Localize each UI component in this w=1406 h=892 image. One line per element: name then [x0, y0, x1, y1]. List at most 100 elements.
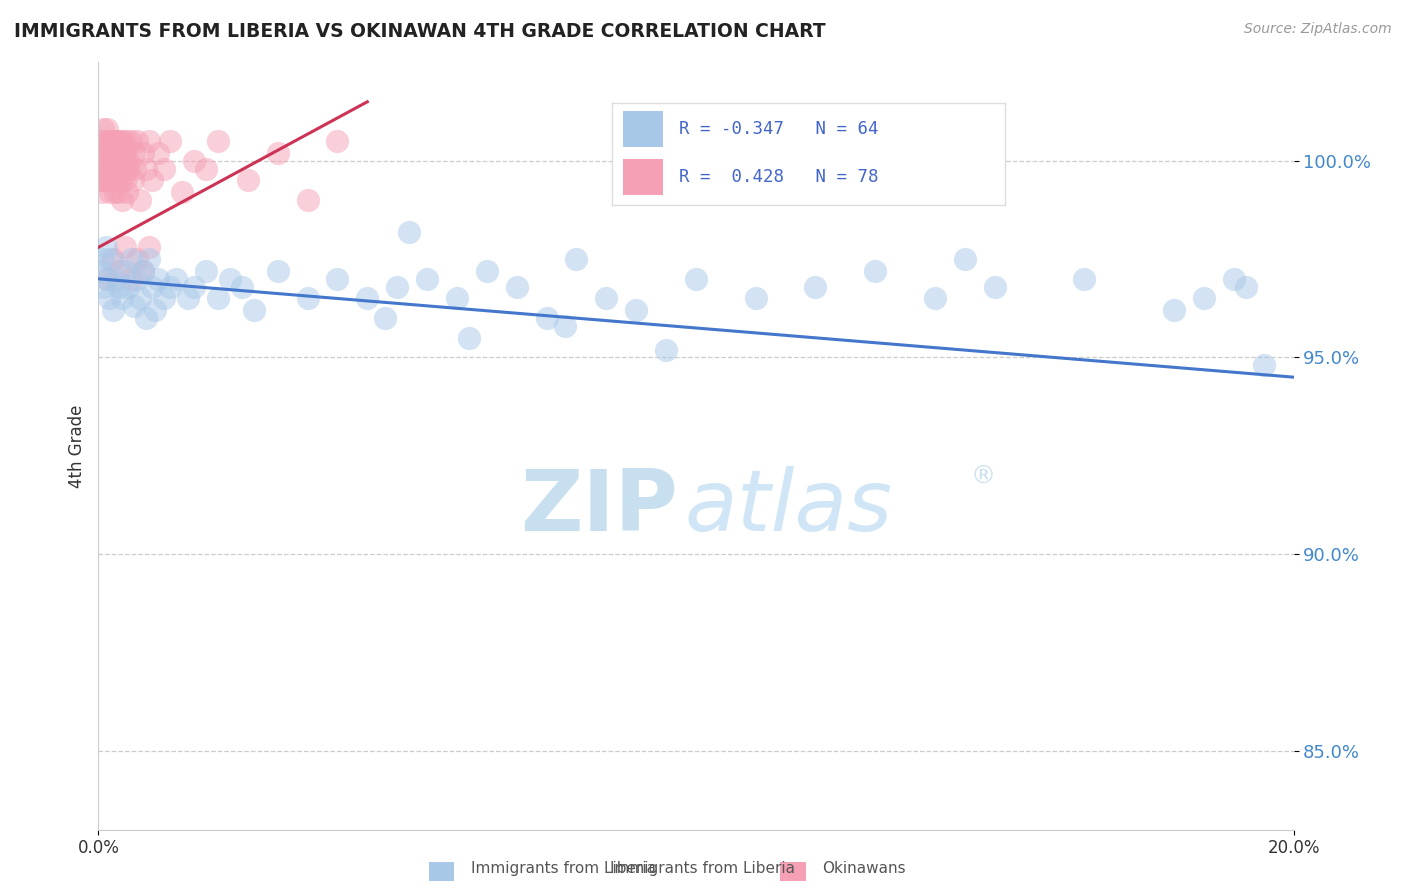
Point	[111, 145, 134, 160]
Point	[118, 161, 141, 176]
Point	[103, 252, 125, 267]
Text: 4th Grade: 4th Grade	[69, 404, 86, 488]
Point	[91, 186, 114, 200]
Point	[326, 272, 349, 286]
Point	[267, 145, 290, 160]
Point	[183, 153, 205, 168]
Point	[132, 264, 155, 278]
Point	[804, 279, 827, 293]
Point	[207, 134, 229, 148]
Point	[153, 161, 176, 176]
Point	[104, 134, 127, 148]
Point	[117, 153, 139, 168]
Point	[153, 292, 176, 306]
Point	[115, 186, 138, 200]
Point	[172, 186, 194, 200]
Point	[98, 292, 121, 306]
Point	[105, 173, 128, 187]
Point	[111, 292, 134, 306]
Point	[953, 252, 976, 267]
Point	[91, 122, 114, 136]
Point	[138, 252, 160, 267]
Point	[103, 134, 125, 148]
Point	[356, 292, 378, 306]
Point	[96, 272, 118, 286]
Point	[122, 173, 145, 187]
Point	[94, 161, 117, 176]
Text: Source: ZipAtlas.com: Source: ZipAtlas.com	[1244, 22, 1392, 37]
Point	[111, 193, 134, 207]
Point	[108, 161, 131, 176]
Point	[159, 279, 181, 293]
Point	[297, 292, 319, 306]
Point	[124, 299, 146, 313]
Point	[219, 272, 242, 286]
Point	[1253, 359, 1275, 373]
Point	[105, 145, 128, 160]
Point	[385, 279, 409, 293]
Point	[107, 186, 129, 200]
Point	[267, 264, 290, 278]
Point	[236, 173, 259, 187]
Point	[132, 145, 155, 160]
Point	[112, 161, 135, 176]
Point	[115, 161, 138, 176]
Point	[96, 272, 118, 286]
Point	[91, 252, 114, 267]
Point	[112, 145, 135, 160]
Point	[148, 145, 170, 160]
Point	[565, 252, 588, 267]
Point	[446, 292, 468, 306]
Point	[97, 145, 120, 160]
Point	[129, 292, 152, 306]
Text: R =  0.428   N = 78: R = 0.428 N = 78	[679, 168, 877, 186]
Point	[554, 318, 576, 333]
Point	[124, 161, 146, 176]
Point	[138, 134, 160, 148]
Point	[107, 134, 129, 148]
Point	[127, 272, 149, 286]
Point	[100, 134, 122, 148]
Point	[107, 161, 129, 176]
Point	[129, 193, 152, 207]
Point	[475, 264, 498, 278]
Point	[114, 264, 136, 278]
Point	[89, 145, 111, 160]
Point	[90, 134, 112, 148]
Point	[374, 311, 396, 326]
Text: ®: ®	[972, 465, 995, 489]
Point	[297, 193, 319, 207]
Point	[536, 311, 558, 326]
Point	[110, 173, 132, 187]
Point	[104, 161, 127, 176]
Point	[135, 161, 157, 176]
Point	[94, 240, 117, 254]
Point	[984, 279, 1007, 293]
Point	[114, 240, 136, 254]
Point	[103, 186, 125, 200]
Point	[243, 303, 266, 318]
Point	[127, 252, 149, 267]
Text: R = -0.347   N = 64: R = -0.347 N = 64	[679, 120, 877, 137]
Point	[231, 279, 253, 293]
Point	[127, 134, 149, 148]
Point	[108, 264, 131, 278]
Point	[120, 134, 142, 148]
Point	[93, 279, 115, 293]
Point	[120, 272, 142, 286]
Point	[110, 134, 132, 148]
Point	[183, 279, 205, 293]
Point	[94, 145, 117, 160]
Point	[114, 153, 136, 168]
Point	[1234, 279, 1257, 293]
Point	[1163, 303, 1185, 318]
Text: IMMIGRANTS FROM LIBERIA VS OKINAWAN 4TH GRADE CORRELATION CHART: IMMIGRANTS FROM LIBERIA VS OKINAWAN 4TH …	[14, 22, 825, 41]
Point	[135, 311, 157, 326]
Point	[207, 292, 229, 306]
Point	[101, 145, 124, 160]
Bar	[623, 111, 662, 146]
Point	[148, 272, 170, 286]
Text: ZIP: ZIP	[520, 466, 678, 549]
Point	[143, 303, 166, 318]
Point	[114, 173, 136, 187]
